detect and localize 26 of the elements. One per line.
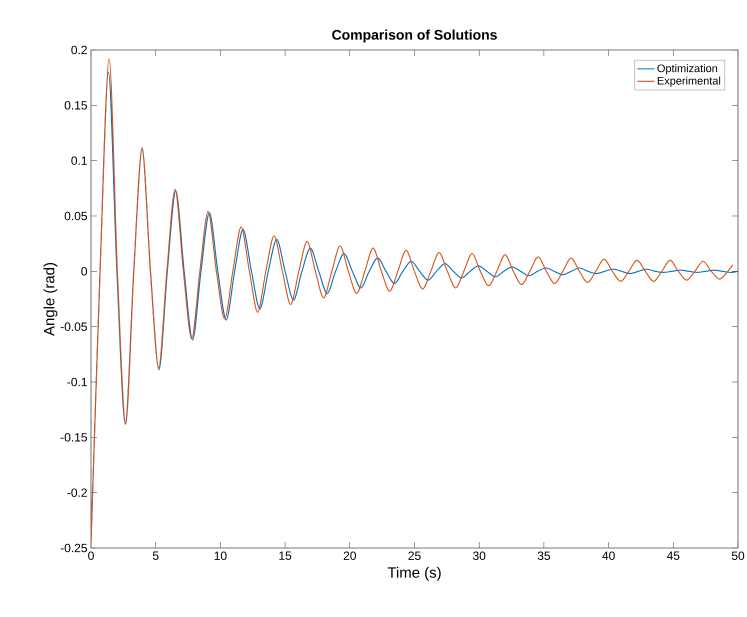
x-tick-label: 10: [214, 552, 227, 560]
y-tick-label: -0.2: [67, 488, 87, 497]
y-tick-label: 0: [81, 267, 88, 276]
y-tick-label: -0.15: [60, 433, 87, 442]
x-tick-label: 50: [732, 552, 744, 560]
x-tick-label: 45: [666, 552, 680, 560]
y-tick-label: 0.15: [64, 101, 87, 110]
y-tick-label: -0.25: [60, 544, 87, 552]
legend-label: Optimization: [657, 64, 718, 74]
y-tick-label: -0.1: [67, 378, 87, 386]
x-tick-label: 35: [538, 552, 550, 560]
y-tick-label: -0.05: [60, 322, 87, 331]
x-tick-label: 20: [344, 552, 356, 560]
x-tick-label: 5: [152, 552, 159, 560]
x-tick-label: 25: [408, 552, 421, 560]
x-axis-title: Time (s): [388, 566, 441, 581]
x-tick-label: 15: [279, 552, 292, 560]
y-axis-title: Angle (rad): [43, 262, 58, 336]
y-tick-label: 0.2: [71, 46, 87, 54]
chart-title: Comparison of Solutions: [332, 29, 497, 42]
legend-label: Experimental: [658, 76, 720, 87]
x-tick-label: 0: [88, 552, 94, 560]
y-tick-label: 0.05: [64, 212, 87, 220]
x-tick-label: 40: [602, 552, 615, 560]
y-tick-label: 0.1: [71, 156, 87, 165]
x-tick-label: 30: [473, 552, 486, 560]
